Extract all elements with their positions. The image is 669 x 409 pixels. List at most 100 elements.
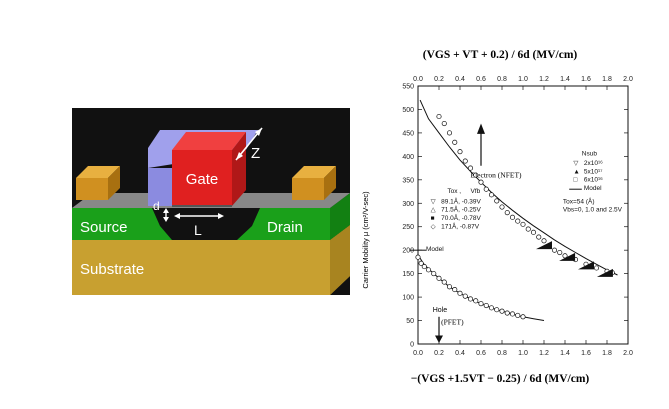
series-line xyxy=(419,99,618,276)
data-point xyxy=(436,275,442,281)
hole-arrow-head xyxy=(435,335,443,344)
tox-symbol: ■ xyxy=(431,215,435,222)
data-point xyxy=(462,293,468,299)
data-point xyxy=(515,312,521,318)
data-point xyxy=(436,113,442,120)
nsub-row: 5x10¹⁷ xyxy=(584,168,603,175)
data-point xyxy=(431,271,437,277)
data-point xyxy=(473,172,479,178)
data-point xyxy=(504,310,510,316)
data-point xyxy=(457,149,463,155)
y-tick-label: 450 xyxy=(402,130,414,137)
data-point-cluster xyxy=(559,252,576,261)
data-point xyxy=(483,302,489,309)
data-point xyxy=(499,204,505,210)
x-tick-label-bottom: 0.0 xyxy=(413,350,423,357)
source-region xyxy=(72,208,172,240)
nsub-header: Nsub xyxy=(582,150,598,157)
drain-region xyxy=(237,208,330,240)
tox-row: 171Å, -0.87V xyxy=(441,222,480,231)
data-point xyxy=(467,165,474,171)
substrate-block xyxy=(72,225,350,295)
data-point xyxy=(593,265,600,271)
x-tick-label-top: 2.0 xyxy=(623,76,633,83)
z-dimension-label: Z xyxy=(251,145,260,162)
data-point xyxy=(421,264,427,270)
y-tick-label: 500 xyxy=(402,107,414,114)
data-point xyxy=(452,287,458,293)
vfb-header: Vfb xyxy=(471,188,481,195)
y-tick-label: 0 xyxy=(410,342,414,349)
x-tick-label-top: 0.6 xyxy=(476,76,486,83)
y-tick-label: 100 xyxy=(402,295,414,302)
data-point xyxy=(441,120,447,127)
data-point xyxy=(483,186,489,192)
x-tick-label-top: 0.2 xyxy=(434,76,444,83)
y-tick-label: 50 xyxy=(406,318,414,325)
x-tick-label-bottom: 2.0 xyxy=(623,350,633,357)
x-tick-label-top: 1.0 xyxy=(518,76,528,83)
data-point xyxy=(478,179,484,185)
model-legend-label: Model xyxy=(426,246,444,253)
source-contact xyxy=(76,178,108,200)
x-tick-label-bottom: 1.2 xyxy=(539,350,549,357)
data-point xyxy=(418,260,424,266)
data-point xyxy=(478,301,484,307)
x-tick-label-top: 1.4 xyxy=(560,76,570,83)
x-tick-label-top: 0.0 xyxy=(413,76,423,83)
hole-label: Hole xyxy=(433,307,448,314)
top-axis-title: (VGS + VT + 0.2) / 6d (MV/cm) xyxy=(423,49,578,61)
data-point xyxy=(551,247,558,253)
nsub-symbol: ▽ xyxy=(573,160,579,167)
data-point xyxy=(509,311,516,317)
tox-row: 70.0Å, -0.78V xyxy=(441,213,481,222)
data-point-cluster xyxy=(596,268,613,277)
bottom-axis-title: −(VGS +1.5VT − 0.25) / 6d (MV/cm) xyxy=(411,373,590,385)
data-point xyxy=(504,210,510,216)
drain-label: Drain xyxy=(267,219,303,236)
data-point xyxy=(457,290,463,296)
x-tick-label-bottom: 0.6 xyxy=(476,350,486,357)
tox-symbol: △ xyxy=(431,207,437,214)
electron-arrow-head xyxy=(477,123,485,134)
tox-row: 89.1Å, -0.39V xyxy=(441,196,481,205)
data-point xyxy=(530,229,537,235)
tox-symbol: ◇ xyxy=(431,224,437,231)
tox-row: 71.5Å, -0.25V xyxy=(441,205,481,214)
y-tick-label: 550 xyxy=(402,84,414,91)
nsub-row: 6x10¹⁶ xyxy=(584,177,603,184)
data-point xyxy=(525,226,531,232)
x-tick-label-top: 1.8 xyxy=(602,76,612,83)
data-point xyxy=(425,267,432,273)
y-tick-label: 350 xyxy=(402,177,414,184)
gate-label: Gate xyxy=(186,171,219,188)
x-tick-label-bottom: 1.6 xyxy=(581,350,591,357)
x-tick-label-bottom: 0.8 xyxy=(497,350,507,357)
data-point xyxy=(462,158,468,164)
data-point xyxy=(520,314,526,320)
nsub-symbol: ▲ xyxy=(573,168,579,175)
mobility-chart: (VGS + VT + 0.2) / 6d (MV/cm) −(VGS +1.5… xyxy=(361,49,633,385)
source-label: Source xyxy=(80,219,128,236)
d-dimension-label: d xyxy=(153,199,160,213)
data-point xyxy=(473,298,479,304)
vbs-note: Vbs=0, 1.0 and 2.5V xyxy=(563,207,623,214)
tox-symbol: ▽ xyxy=(431,198,437,205)
model-legend-label-right: Model xyxy=(584,185,602,192)
data-point xyxy=(494,307,500,313)
data-point xyxy=(494,198,500,204)
data-point xyxy=(557,249,563,256)
data-point xyxy=(441,279,447,285)
mosfet-illustration: Gate Z d L Source Drain Substrate xyxy=(72,108,350,295)
pfet-label: (PFET) xyxy=(441,317,464,326)
data-point xyxy=(488,192,495,198)
y-tick-label: 150 xyxy=(402,271,414,278)
electron-label: Electron (NFET) xyxy=(471,170,523,179)
x-tick-label-bottom: 1.0 xyxy=(518,350,528,357)
x-tick-label-bottom: 1.4 xyxy=(560,350,570,357)
nsub-symbol: □ xyxy=(573,177,577,184)
x-tick-label-bottom: 0.4 xyxy=(455,350,465,357)
data-point xyxy=(520,221,526,227)
y-tick-label: 200 xyxy=(402,248,414,255)
data-point xyxy=(452,139,458,145)
